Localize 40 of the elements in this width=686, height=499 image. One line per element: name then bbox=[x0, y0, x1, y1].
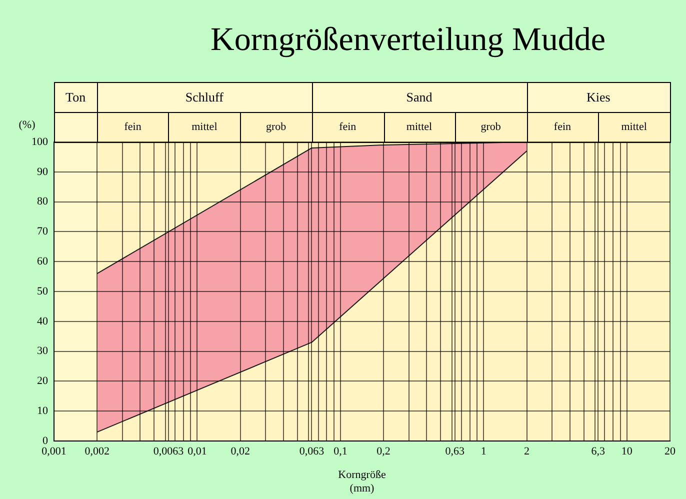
band-label: Schluff bbox=[185, 89, 224, 104]
y-axis-title: (%) bbox=[18, 118, 36, 131]
y-tick-label: 60 bbox=[37, 255, 48, 268]
band-label: fein bbox=[124, 120, 142, 133]
x-tick-label: 1 bbox=[480, 445, 486, 458]
x-tick-label: 0,2 bbox=[376, 445, 390, 458]
y-tick-label: 70 bbox=[37, 226, 48, 238]
y-tick-label: 10 bbox=[37, 404, 48, 417]
y-tick-label: 40 bbox=[37, 315, 48, 328]
x-axis-title: Korngröße (mm) bbox=[338, 469, 386, 494]
band-label: mittel bbox=[406, 120, 432, 133]
band-label: Ton bbox=[66, 89, 86, 104]
x-tick-label: 0,001 bbox=[42, 445, 66, 458]
x-tick-label: 6,3 bbox=[591, 445, 606, 458]
x-tick-label: 0,0063 bbox=[153, 445, 184, 458]
x-tick-label: 0,63 bbox=[445, 445, 466, 458]
x-tick-label: 2 bbox=[524, 445, 530, 458]
y-tick-label: 50 bbox=[37, 285, 48, 298]
y-tick-label: 80 bbox=[37, 196, 48, 208]
band-label: mittel bbox=[192, 120, 218, 133]
band-label: grob bbox=[266, 120, 287, 133]
y-tick-label: 20 bbox=[37, 375, 48, 388]
x-tick-label: 20 bbox=[664, 445, 676, 458]
band-label: grob bbox=[480, 120, 502, 133]
y-tick-label: 90 bbox=[37, 166, 48, 178]
y-tick-label: 100 bbox=[32, 136, 48, 148]
x-tick-label: 10 bbox=[621, 445, 633, 458]
band-label: fein bbox=[554, 120, 572, 133]
x-tick-label: 0,02 bbox=[230, 445, 250, 458]
band-label: Sand bbox=[406, 89, 433, 104]
x-tick-label: 0,002 bbox=[84, 445, 110, 458]
x-tick-label: 0,01 bbox=[188, 445, 207, 458]
band-label: mittel bbox=[621, 120, 647, 133]
chart-title: Korngrößenverteilung Mudde bbox=[210, 21, 606, 59]
x-tick-label: 0,1 bbox=[334, 445, 348, 458]
band-label: Kies bbox=[586, 89, 610, 104]
y-tick-label: 0 bbox=[42, 434, 48, 447]
x-tick-label: 0,063 bbox=[299, 445, 325, 458]
y-tick-label: 30 bbox=[37, 345, 48, 358]
band-label: fein bbox=[339, 120, 357, 133]
